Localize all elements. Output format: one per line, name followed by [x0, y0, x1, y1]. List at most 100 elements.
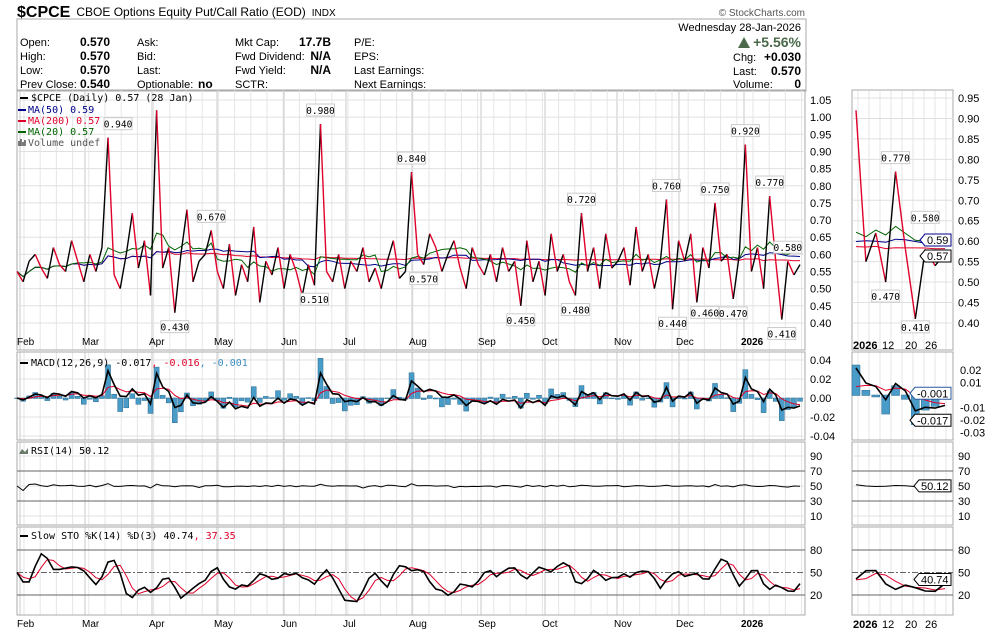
price-segment: [635, 226, 643, 272]
price-segment: [289, 254, 297, 272]
month-label: Nov: [614, 337, 632, 348]
quote-date: Wednesday 28-Jan-2026: [678, 22, 801, 34]
price-segment: [580, 213, 589, 272]
macd-histogram-bar: [748, 394, 755, 399]
quote-label: P/E:: [354, 37, 375, 49]
price-segment: [331, 254, 340, 282]
month-label: Dec: [676, 619, 694, 630]
mini-price-tick-label: 0.65: [958, 216, 979, 228]
price-segment: [756, 247, 765, 289]
quote-label: Mkt Cap:: [235, 37, 279, 49]
macd-mini-panel-frame: [851, 351, 954, 441]
price-segment: [592, 247, 601, 289]
legend-macd: MACD(12,26,9) -0.017, -0.016, -0.001: [31, 358, 248, 369]
mini-price-segment: [904, 249, 917, 319]
ma200-legend-swatch: [18, 120, 26, 122]
price-segment: [514, 261, 522, 306]
price-annotation-box: [651, 178, 681, 192]
mini-price-tick-label: 0.85: [958, 134, 979, 146]
price-segment: [398, 271, 406, 279]
month-label: May: [214, 619, 233, 630]
mini-macd-tick-label: 0.02: [960, 365, 981, 377]
sto-d-value: , 37.35: [194, 531, 236, 542]
price-segment: [368, 267, 376, 283]
macd-histogram-bar: [172, 397, 178, 423]
month-label: Jun: [281, 619, 297, 630]
price-segment: [338, 254, 346, 289]
price-segment: [350, 260, 358, 272]
price-segment: [253, 226, 261, 303]
mini-macd-histogram-bar: [901, 394, 910, 400]
price-segment: [732, 254, 740, 300]
price-segment: [198, 253, 206, 262]
rsi-tick-label: 90: [958, 451, 970, 463]
quote-label: SCTR:: [235, 79, 268, 91]
price-segment: [222, 243, 231, 289]
macd-histogram-bar: [68, 392, 75, 399]
price-segment: [70, 240, 79, 262]
macd-histogram-bar: [426, 395, 433, 399]
quote-value: 0.540: [80, 77, 110, 91]
price-annotation-box: [305, 103, 335, 117]
price-last-tag-label: 0.57: [927, 251, 948, 263]
price-segment: [125, 213, 134, 255]
month-label: Feb: [17, 619, 35, 630]
price-annotation-box: [160, 320, 190, 334]
price-segment: [64, 240, 73, 272]
price-segment: [556, 254, 564, 272]
price-segment: [307, 264, 316, 286]
price-segment: [143, 240, 152, 296]
macd-legend-swatch: [20, 362, 28, 364]
mini-macd-histogram-bar: [881, 394, 890, 415]
mini-macd-signal-line: [855, 384, 946, 405]
price-annotation: 0.670: [197, 212, 226, 223]
price-annotation: 0.940: [104, 120, 133, 131]
security-name: CBOE Options Equity Put/Call Ratio (EOD): [76, 5, 305, 19]
quote-label: Last Earnings:: [354, 65, 424, 77]
price-segment: [180, 209, 188, 255]
price-segment: [16, 271, 24, 283]
price-segment: [623, 247, 631, 286]
mini-x-label: 20: [905, 340, 917, 352]
price-segment: [265, 260, 273, 276]
macd-hist-value: , -0.001: [200, 358, 248, 369]
macd-histogram-bar: [742, 369, 749, 399]
macd-histogram-bar: [305, 397, 312, 399]
price-tick-label: 0.95: [810, 129, 831, 141]
price-tick-label: 0.80: [810, 181, 831, 193]
macd-histogram-bar: [257, 397, 263, 403]
price-annotation-box: [658, 316, 688, 330]
price-segment: [465, 247, 473, 289]
price-segment: [787, 260, 795, 276]
price-segment: [781, 261, 789, 320]
price-annotation-box: [773, 240, 803, 254]
volume-icon: [18, 139, 26, 146]
price-segment: [477, 264, 485, 276]
macd-histogram-bar: [511, 396, 518, 399]
quote-label: Open:: [20, 37, 50, 49]
rsi-icon: [19, 448, 28, 454]
price-segment: [647, 254, 656, 289]
macd-histogram-bar: [159, 395, 166, 399]
price-annotation: 0.450: [506, 316, 535, 327]
price-segment: [107, 137, 115, 275]
macd-histogram-bar: [123, 397, 130, 409]
exchange: INDX: [312, 8, 336, 19]
price-segment: [538, 261, 546, 296]
price-segment: [629, 226, 637, 286]
price-segment: [641, 254, 649, 272]
mini-price-segment: [894, 171, 907, 250]
price-segment: [313, 123, 322, 286]
sto-tick-label: 20: [958, 590, 970, 602]
macd-histogram-bar: [499, 393, 506, 399]
price-annotation-box: [730, 124, 760, 138]
sto-mini-panel-frame: [851, 526, 954, 616]
price-segment: [40, 267, 48, 279]
sto-tick-label: 50: [810, 568, 822, 580]
price-segment: [149, 110, 158, 296]
macd-tick-label: 0.02: [810, 374, 831, 386]
price-annotation: 0.770: [881, 154, 910, 165]
sto-k-value: Slow STO %K(14) %D(3) 40.74: [31, 531, 194, 542]
price-segment: [617, 247, 625, 262]
price-segment: [131, 213, 140, 269]
